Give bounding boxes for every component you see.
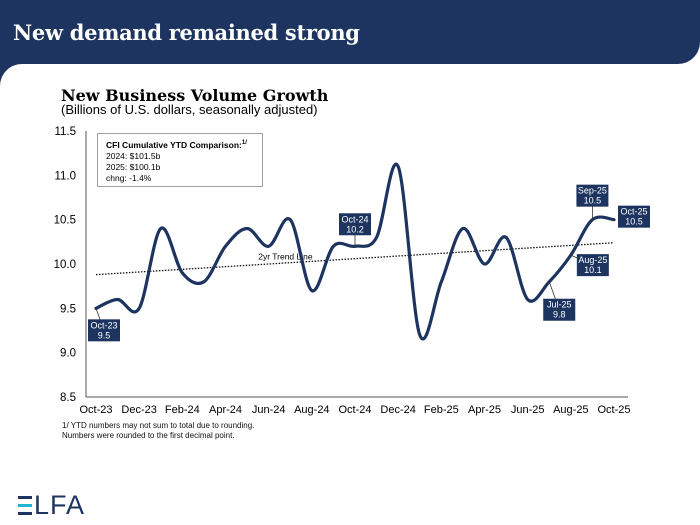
series-line-new-business-volume bbox=[94, 162, 616, 341]
x-tick-label: Feb-24 bbox=[165, 404, 200, 416]
ytd-comparison-box: CFI Cumulative YTD Comparison:1/ 2024: $… bbox=[97, 133, 263, 187]
annotation-box bbox=[543, 298, 576, 321]
annotation-value: 9.5 bbox=[98, 330, 111, 340]
x-tick-label: Jun-24 bbox=[252, 404, 286, 416]
annotation-month: Jul-25 bbox=[547, 300, 572, 310]
x-tick-label: Oct-23 bbox=[79, 404, 112, 416]
x-tick-label: Dec-23 bbox=[121, 404, 156, 416]
ytd-line-change: chng: -1.4% bbox=[106, 172, 152, 183]
annotation-box bbox=[339, 213, 371, 236]
ytd-line-2024: 2024: $101.5b bbox=[106, 150, 161, 161]
elfa-logo: LFA bbox=[18, 490, 85, 521]
y-tick-label: 11.0 bbox=[54, 170, 76, 182]
x-tick-label: Feb-25 bbox=[424, 404, 459, 416]
footnote-rounding: 1/ YTD numbers may not sum to total due … bbox=[62, 421, 255, 430]
x-tick-label: Jun-25 bbox=[511, 404, 545, 416]
annotation-month: Aug-25 bbox=[578, 255, 607, 265]
title-banner bbox=[0, 0, 700, 64]
banner-notch-curve bbox=[0, 64, 22, 86]
logo-e-mark bbox=[18, 495, 32, 515]
annotation-month: Oct-25 bbox=[620, 207, 647, 217]
annotation-month: Oct-23 bbox=[90, 320, 117, 330]
x-tick-label: Apr-24 bbox=[209, 404, 242, 416]
ytd-line-2025: 2025: $100.1b bbox=[106, 161, 161, 172]
y-tick-label: 10.5 bbox=[54, 215, 76, 227]
x-tick-label: Dec-24 bbox=[380, 404, 415, 416]
annotation-value: 10.5 bbox=[584, 196, 602, 206]
y-tick-label: 8.5 bbox=[60, 392, 76, 404]
annotation-value: 10.5 bbox=[625, 217, 643, 227]
trend-line-label: 2yr Trend Line bbox=[258, 252, 313, 262]
annotation-box bbox=[88, 319, 120, 342]
annotation-box bbox=[576, 254, 609, 277]
page-title: New demand remained strong bbox=[13, 20, 360, 45]
y-tick-label: 9.0 bbox=[60, 348, 76, 360]
annotation-value: 10.1 bbox=[584, 265, 602, 275]
trend-line bbox=[95, 242, 615, 276]
x-tick-label: Apr-25 bbox=[468, 404, 501, 416]
ytd-heading: CFI Cumulative YTD Comparison:1/ bbox=[106, 139, 247, 150]
x-tick-label: Aug-24 bbox=[294, 404, 329, 416]
y-tick-label: 11.5 bbox=[54, 126, 76, 138]
y-tick-label: 10.0 bbox=[54, 259, 76, 271]
annotation-month: Oct-24 bbox=[341, 214, 368, 224]
x-tick-label: Oct-24 bbox=[338, 404, 371, 416]
annotation-value: 9.8 bbox=[553, 310, 566, 320]
annotation-box bbox=[576, 184, 609, 207]
annotation-value: 10.2 bbox=[346, 224, 364, 234]
x-tick-label: Oct-25 bbox=[597, 404, 630, 416]
chart-title: New Business Volume Growth bbox=[61, 86, 329, 105]
logo-text: LFA bbox=[34, 490, 86, 520]
chart-subtitle: (Billions of U.S. dollars, seasonally ad… bbox=[61, 102, 318, 117]
annotation-box bbox=[618, 205, 650, 228]
footnote-decimal: Numbers were rounded to the first decima… bbox=[62, 431, 235, 440]
logo-accent-bar bbox=[18, 504, 32, 507]
annotation-month: Sep-25 bbox=[578, 186, 607, 196]
y-tick-label: 9.5 bbox=[60, 303, 76, 315]
x-tick-label: Aug-25 bbox=[553, 404, 588, 416]
